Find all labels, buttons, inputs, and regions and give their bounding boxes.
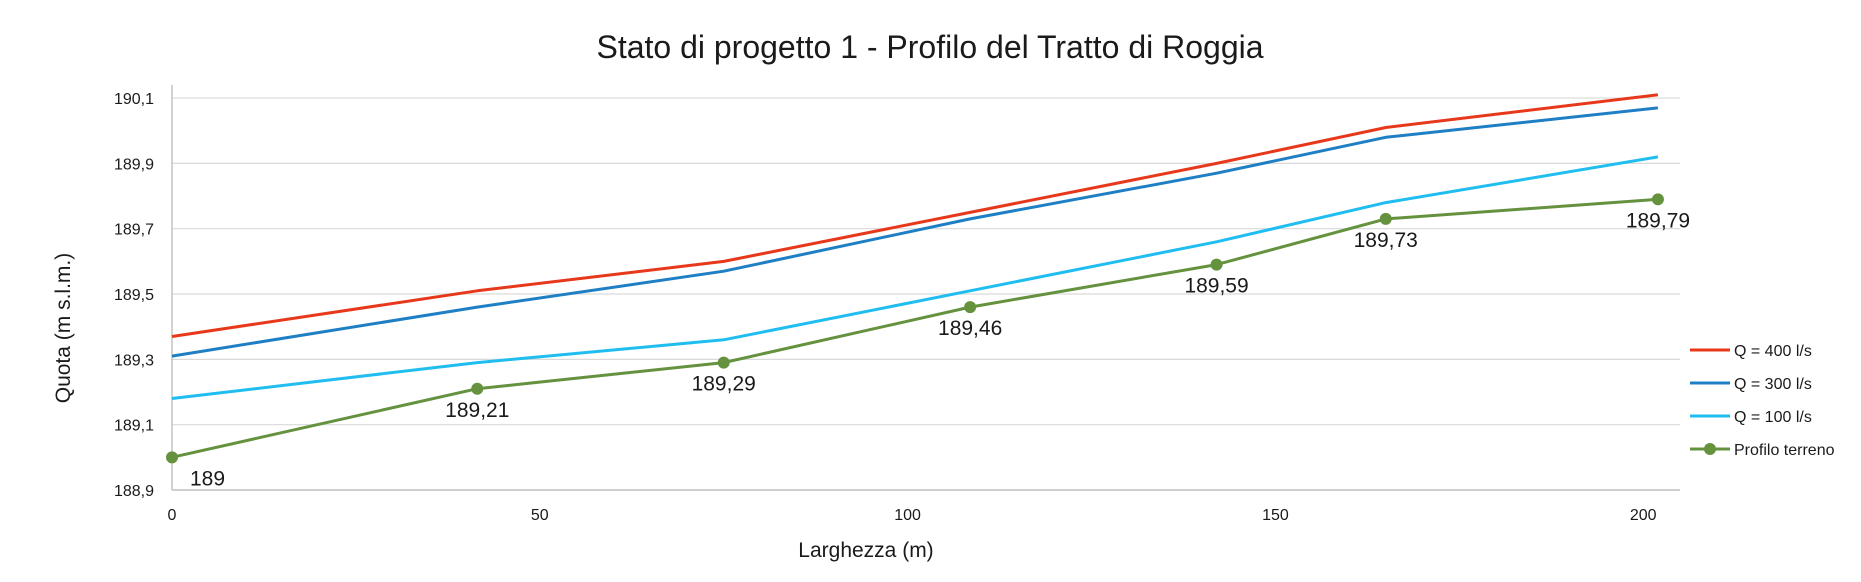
data-label: 189,46	[938, 317, 1002, 340]
data-label: 189	[190, 467, 225, 490]
data-point	[471, 382, 484, 395]
legend-entry: Q = 300 l/s	[1734, 376, 1812, 393]
data-label: 189,79	[1626, 209, 1690, 232]
data-point	[717, 356, 730, 369]
series-line-1	[171, 106, 1659, 358]
data-point	[1651, 193, 1664, 206]
data-label: 189,29	[692, 373, 756, 396]
x-tick-label: 200	[1630, 507, 1657, 524]
data-point	[964, 301, 977, 314]
series-group	[166, 93, 1664, 464]
legend: Q = 400 l/s Q = 300 l/s Q = 100 l/s Profilo…	[1690, 343, 1835, 459]
series-line-3	[171, 197, 1659, 459]
y-tick-label: 189,5	[114, 287, 154, 304]
y-tick-label: 189,1	[114, 418, 154, 435]
x-tick-label: 50	[531, 507, 549, 524]
series-line-2	[171, 155, 1659, 400]
y-axis-label: Quota (m s.l.m.)	[52, 253, 75, 404]
data-label: 189,73	[1354, 229, 1418, 252]
legend-entry: Q = 100 l/s	[1734, 409, 1812, 426]
legend-entry: Q = 400 l/s	[1734, 343, 1812, 360]
y-tick-label: 189,9	[114, 156, 154, 173]
data-point	[166, 451, 178, 464]
data-label: 189,21	[445, 399, 509, 422]
x-tick-label: 150	[1262, 507, 1289, 524]
x-tick-labels: 0 50 100 150 200	[168, 507, 1657, 524]
data-label: 189,59	[1184, 275, 1248, 298]
series-line-0	[171, 93, 1659, 338]
data-point	[1379, 212, 1392, 225]
y-tick-label: 190,1	[114, 91, 154, 108]
x-tick-label: 100	[894, 507, 921, 524]
chart-title: Stato di progetto 1 - Profilo del Tratto…	[596, 29, 1263, 65]
data-point	[1210, 258, 1223, 271]
legend-marker	[1704, 443, 1716, 455]
y-tick-label: 189,7	[114, 222, 154, 239]
x-tick-label: 0	[168, 507, 177, 524]
y-tick-labels: 188,9 189,1 189,3 189,5 189,7 189,9 190,1	[114, 91, 154, 500]
x-axis-label: Larghezza (m)	[798, 539, 933, 562]
legend-entry: Profilo terreno	[1734, 442, 1835, 459]
data-labels: 189 189,21 189,29 189,46 189,59 189,73 189,79	[190, 209, 1690, 490]
y-tick-label: 189,3	[114, 352, 154, 369]
y-tick-label: 188,9	[114, 483, 154, 500]
gridlines	[172, 97, 1680, 426]
